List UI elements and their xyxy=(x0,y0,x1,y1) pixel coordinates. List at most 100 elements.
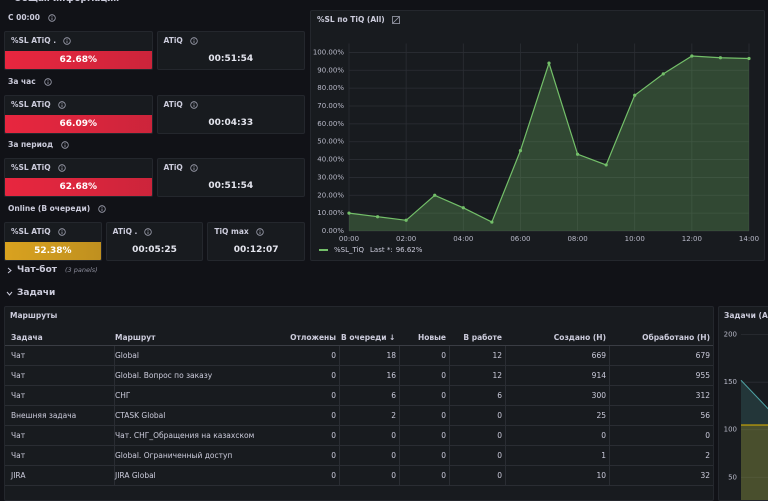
row-header: Чат-бот (3 panels) xyxy=(6,265,98,275)
area xyxy=(349,56,749,231)
section-label: С 00:00 xyxy=(8,13,40,22)
chevron-line xyxy=(6,291,13,296)
y-tick-label: 70.00% xyxy=(317,102,344,110)
x-tick-label: 08:00 xyxy=(567,235,587,243)
table-cell: 12 xyxy=(492,351,502,360)
table-cell: 56 xyxy=(700,411,710,420)
col-rule xyxy=(609,386,610,406)
info-icon xyxy=(190,163,198,172)
table-cell: 0 xyxy=(331,371,336,380)
stat-title-text: %SL ATiQ . xyxy=(11,36,57,45)
stat-panel: ATiQ 00:04:33 xyxy=(156,95,305,134)
stat-panel: %SL ATiQ 52.38% xyxy=(4,222,102,261)
point xyxy=(490,220,494,224)
table-cell: 6 xyxy=(391,391,396,400)
col-rule xyxy=(609,446,610,466)
info-dot xyxy=(193,38,195,40)
stat-bar: 62.68% xyxy=(5,51,152,69)
legend-last: 96.62% xyxy=(395,246,423,254)
x-tick-label: 00:00 xyxy=(339,235,359,243)
table-header: В работе xyxy=(463,333,502,342)
point xyxy=(661,72,665,76)
stat-panel: %SL ATiQ . 62.68% xyxy=(4,31,153,70)
info-icon xyxy=(144,227,153,236)
point xyxy=(690,54,694,58)
info-circle xyxy=(98,204,106,213)
info-icon xyxy=(61,140,69,149)
table-cell: 25 xyxy=(596,411,606,420)
stat-panel: TiQ max 00:12:07 xyxy=(207,222,305,261)
stat-title: ATiQ xyxy=(164,36,198,45)
col-rule xyxy=(399,366,400,386)
stat-title-text: ATiQ xyxy=(163,163,183,172)
table-cell: СНГ xyxy=(115,391,131,400)
row-rule xyxy=(5,465,713,466)
table-cell: Чат. СНГ_Обращения на казахском xyxy=(115,431,255,440)
stat-title: ATiQ xyxy=(164,163,198,172)
y-tick-label: 40.00% xyxy=(317,156,344,164)
info-dot xyxy=(61,165,63,167)
stat-bar: 66.09% xyxy=(5,115,152,133)
table-cell: 312 xyxy=(695,391,710,400)
table-cell: 914 xyxy=(591,371,606,380)
stat-panel: %SL ATiQ 66.09% xyxy=(4,95,153,134)
header-rule xyxy=(5,345,713,346)
col-rule xyxy=(505,346,506,366)
row-rule xyxy=(5,385,713,386)
y-tick-label: 200 xyxy=(724,331,737,339)
stat-title: ATiQ xyxy=(164,100,198,109)
stat-value: 00:51:54 xyxy=(208,54,254,64)
y-tick-label: 100.00% xyxy=(313,48,344,56)
table-cell: 0 xyxy=(331,471,336,480)
col-rule xyxy=(449,406,450,426)
point xyxy=(347,211,351,215)
info-dot xyxy=(64,142,66,144)
table-cell: 0 xyxy=(601,431,606,440)
point xyxy=(518,149,523,153)
stat-title-text: %SL ATiQ xyxy=(11,227,51,236)
stat-panel: ATiQ 00:51:54 xyxy=(156,31,305,70)
info-icon xyxy=(98,204,106,213)
stat-title: TiQ max xyxy=(214,227,264,236)
stat-title: %SL ATiQ xyxy=(11,163,66,172)
point xyxy=(547,61,551,65)
info-dot xyxy=(193,102,195,104)
col-rule xyxy=(114,366,115,386)
point xyxy=(747,56,751,61)
col-rule xyxy=(609,466,610,486)
point xyxy=(718,56,723,60)
table-cell: Чат xyxy=(11,391,26,400)
col-rule xyxy=(505,446,506,466)
info-circle xyxy=(48,13,56,22)
table-header: Создано (Н) xyxy=(553,333,606,342)
info-icon xyxy=(43,77,52,86)
col-rule xyxy=(449,446,450,466)
col-rule xyxy=(114,446,115,466)
stat-panel: %SL ATiQ 62.68% xyxy=(4,158,153,197)
table-header: Отложены xyxy=(290,333,336,342)
col-rule xyxy=(114,406,115,426)
col-rule xyxy=(399,446,400,466)
row-rule xyxy=(5,485,713,486)
legend-name: %SL_TiQ xyxy=(334,246,365,254)
table-cell: JIRA xyxy=(11,471,26,480)
table-cell: 0 xyxy=(331,411,336,420)
col-rule xyxy=(505,426,506,446)
x-tick-label: 12:00 xyxy=(682,235,702,243)
row-rule xyxy=(5,365,713,366)
section-title: Online (В очереди) xyxy=(8,204,106,213)
table-cell: JIRA Global xyxy=(115,471,156,480)
col-rule xyxy=(114,426,115,446)
table-cell: 0 xyxy=(497,471,502,480)
table-cell: 0 xyxy=(331,431,336,440)
expand-box xyxy=(391,15,400,24)
row-note: (3 panels) xyxy=(64,266,98,274)
row-rule xyxy=(5,405,713,406)
x-tick-label: 06:00 xyxy=(510,235,530,243)
info-icon xyxy=(57,163,66,172)
y-tick-label: 10.00% xyxy=(317,209,344,217)
row-header: Задачи xyxy=(6,288,55,298)
table-cell: 0 xyxy=(331,451,336,460)
side-panel: Задачи (All) 200 150 100 50 xyxy=(718,306,768,501)
stat-title-text: %SL ATiQ xyxy=(11,163,51,172)
